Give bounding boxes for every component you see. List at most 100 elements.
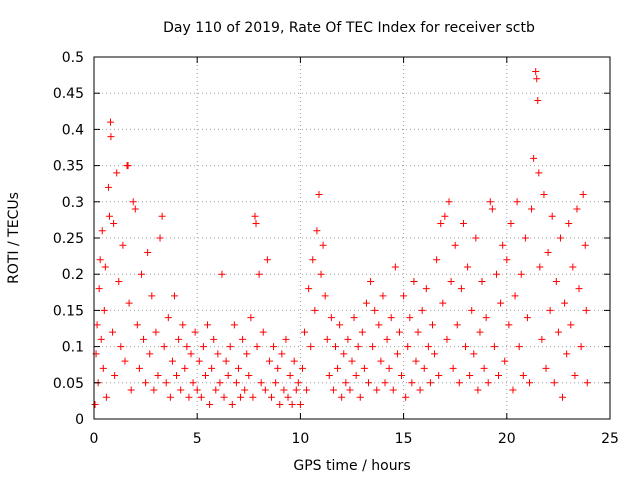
data-point — [294, 379, 302, 387]
data-point — [261, 386, 269, 394]
data-point — [526, 379, 534, 387]
data-point — [331, 343, 339, 351]
data-point — [336, 321, 344, 329]
data-point — [530, 154, 538, 162]
data-point — [305, 285, 313, 293]
data-point — [286, 372, 294, 380]
data-point — [575, 285, 583, 293]
data-point — [224, 372, 232, 380]
data-point — [443, 335, 451, 343]
data-point — [292, 386, 300, 394]
x-axis-label: GPS time / hours — [293, 458, 410, 474]
data-point — [497, 299, 505, 307]
data-point — [550, 379, 558, 387]
y-tick-label: 0 — [75, 412, 84, 428]
data-point — [437, 220, 445, 228]
data-point — [95, 285, 103, 293]
data-point — [270, 343, 278, 351]
data-point — [317, 270, 325, 278]
data-point — [243, 350, 251, 358]
data-point — [373, 386, 381, 394]
data-point — [323, 335, 331, 343]
data-point — [420, 364, 428, 372]
data-point — [375, 321, 383, 329]
data-point — [237, 393, 245, 401]
data-point — [259, 328, 267, 336]
data-point — [249, 393, 257, 401]
data-point — [476, 328, 484, 336]
data-point — [99, 364, 107, 372]
y-tick-label: 0.35 — [53, 159, 84, 175]
data-point — [552, 277, 560, 285]
data-point — [252, 220, 260, 228]
data-point — [398, 372, 406, 380]
data-point — [185, 393, 193, 401]
data-point — [327, 314, 335, 322]
data-point — [102, 393, 110, 401]
data-point — [515, 343, 523, 351]
data-point — [371, 306, 379, 314]
data-point — [298, 364, 306, 372]
data-point — [288, 401, 296, 409]
data-point — [492, 270, 500, 278]
grid-lines — [94, 57, 610, 419]
data-point — [127, 386, 135, 394]
data-point — [459, 220, 467, 228]
data-point — [152, 328, 160, 336]
data-point — [472, 234, 480, 242]
data-point — [170, 292, 178, 300]
data-point — [222, 357, 230, 365]
data-point — [451, 241, 459, 249]
data-point — [228, 401, 236, 409]
data-point — [474, 386, 482, 394]
data-point — [195, 357, 203, 365]
data-point — [93, 321, 101, 329]
data-point — [414, 328, 422, 336]
data-point — [210, 335, 218, 343]
data-point — [100, 306, 108, 314]
data-point — [365, 379, 373, 387]
data-point — [556, 234, 564, 242]
data-point — [220, 393, 228, 401]
data-point — [164, 314, 172, 322]
data-point — [282, 335, 290, 343]
y-axis-label: ROTI / TECUs — [6, 192, 22, 284]
data-point — [408, 379, 416, 387]
data-point — [101, 263, 109, 271]
data-point — [156, 234, 164, 242]
data-point — [162, 379, 170, 387]
data-point — [187, 350, 195, 358]
data-point — [505, 321, 513, 329]
data-point — [533, 75, 541, 83]
x-tick-label: 20 — [498, 431, 516, 447]
data-point — [109, 328, 117, 336]
data-point — [433, 256, 441, 264]
data-point — [117, 343, 125, 351]
data-point — [565, 220, 573, 228]
data-point — [400, 292, 408, 300]
data-point — [129, 198, 137, 206]
y-tick-label: 0.15 — [53, 303, 84, 319]
data-point — [381, 379, 389, 387]
data-point — [387, 314, 395, 322]
data-point — [561, 299, 569, 307]
data-point — [232, 379, 240, 387]
data-point — [329, 386, 337, 394]
data-point — [490, 343, 498, 351]
plot-frame — [93, 56, 611, 420]
x-tick-label: 5 — [193, 431, 202, 447]
data-point — [124, 162, 132, 170]
data-point — [309, 256, 317, 264]
data-point — [274, 364, 282, 372]
data-point — [191, 328, 199, 336]
data-point — [158, 212, 166, 220]
data-point — [91, 401, 99, 409]
data-point — [385, 364, 393, 372]
data-point — [218, 270, 226, 278]
y-tick-label: 0.4 — [62, 122, 84, 138]
data-point — [107, 118, 115, 126]
data-point — [577, 343, 585, 351]
data-point — [154, 372, 162, 380]
axis-ticks: 0 5 10 15 20 25 0 0.05 0.1 0.15 0.2 0.25 0.3 0.35 0.4 0… — [53, 50, 619, 447]
data-point — [582, 306, 590, 314]
